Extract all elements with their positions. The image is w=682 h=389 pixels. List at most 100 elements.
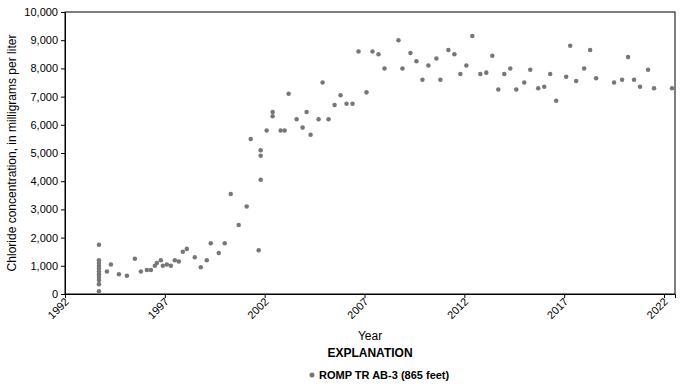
point xyxy=(514,87,519,92)
point xyxy=(356,49,361,54)
point xyxy=(574,79,579,84)
tick: 2007 xyxy=(345,294,371,321)
point xyxy=(508,66,513,71)
tick-label: 2,000 xyxy=(30,232,58,244)
tick-mark xyxy=(61,125,65,126)
point xyxy=(169,264,174,269)
tick: 5,000 xyxy=(30,147,65,159)
point xyxy=(270,110,275,115)
point xyxy=(338,93,343,98)
chart: 199219972002200720122017202201,0002,0003… xyxy=(0,0,682,389)
point xyxy=(438,77,443,82)
point xyxy=(117,272,122,277)
x-axis: 1992199720022007201220172022 xyxy=(45,294,675,321)
point xyxy=(414,59,419,64)
point xyxy=(209,241,214,246)
axis-line xyxy=(61,13,66,295)
tick-label: 9,000 xyxy=(30,34,58,46)
x-axis-title: Year xyxy=(358,329,382,343)
tick-label: 0 xyxy=(52,288,58,300)
tick: 0 xyxy=(52,288,65,300)
tick-mark xyxy=(61,68,65,69)
tick-label: 10,000 xyxy=(24,6,58,18)
point xyxy=(236,223,241,228)
point xyxy=(332,103,337,108)
point xyxy=(222,241,227,246)
tick: 2022 xyxy=(644,294,670,321)
point xyxy=(470,34,475,39)
tick: 9,000 xyxy=(30,34,65,46)
tick-mark xyxy=(365,294,366,298)
point xyxy=(173,258,178,263)
point xyxy=(632,77,637,82)
legend-marker xyxy=(309,372,314,377)
point xyxy=(434,56,439,61)
point xyxy=(344,101,349,106)
point xyxy=(216,251,221,256)
point xyxy=(185,247,190,252)
point xyxy=(139,269,144,274)
tick-mark xyxy=(564,294,565,298)
point xyxy=(256,248,261,253)
tick: 3,000 xyxy=(30,203,65,215)
point xyxy=(522,80,527,85)
point xyxy=(554,99,559,104)
point xyxy=(612,80,617,85)
point xyxy=(364,90,369,95)
point xyxy=(446,48,451,53)
tick-mark xyxy=(61,266,65,267)
axis-line xyxy=(66,295,676,299)
point xyxy=(490,53,495,58)
point xyxy=(464,63,469,68)
tick-label: 1992 xyxy=(45,295,71,321)
tick-label: 2022 xyxy=(644,295,670,321)
point xyxy=(97,242,102,247)
point xyxy=(199,265,204,270)
point xyxy=(97,278,102,283)
point xyxy=(458,72,463,77)
point xyxy=(159,258,164,263)
tick-label: 4,000 xyxy=(30,175,58,187)
point xyxy=(181,249,186,254)
tick-mark xyxy=(61,153,65,154)
point xyxy=(282,128,287,133)
point xyxy=(193,255,198,260)
tick: 2,000 xyxy=(30,232,65,244)
tick-mark xyxy=(464,294,465,298)
tick-mark xyxy=(61,181,65,182)
point xyxy=(105,269,110,274)
point xyxy=(536,86,541,91)
tick: 1992 xyxy=(45,294,71,321)
series xyxy=(97,34,675,294)
point xyxy=(125,273,130,278)
point xyxy=(248,137,253,142)
tick: 1,000 xyxy=(30,260,65,272)
tick-mark xyxy=(61,97,65,98)
point xyxy=(548,72,553,77)
point xyxy=(177,259,182,264)
point xyxy=(528,68,533,73)
point xyxy=(502,72,507,77)
point xyxy=(165,262,170,267)
tick-label: 7,000 xyxy=(30,91,58,103)
tick-label: 2002 xyxy=(245,295,271,321)
point xyxy=(620,77,625,82)
point xyxy=(400,66,405,71)
point xyxy=(155,261,160,266)
tick: 2002 xyxy=(245,294,271,321)
legend-label: ROMP TR AB-3 (865 feet) xyxy=(319,369,450,381)
tick-label: 2007 xyxy=(345,295,371,321)
point xyxy=(646,68,651,73)
point xyxy=(320,80,325,85)
tick: 6,000 xyxy=(30,119,65,131)
point xyxy=(258,154,263,159)
tick-label: 5,000 xyxy=(30,147,58,159)
tick-label: 2017 xyxy=(544,295,570,321)
point xyxy=(109,262,114,267)
point xyxy=(484,70,489,75)
point xyxy=(205,258,210,263)
tick-label: 2012 xyxy=(445,295,471,321)
y-axis: 01,0002,0003,0004,0005,0006,0007,0008,00… xyxy=(24,6,65,300)
point xyxy=(161,264,166,269)
tick-mark xyxy=(61,238,65,239)
